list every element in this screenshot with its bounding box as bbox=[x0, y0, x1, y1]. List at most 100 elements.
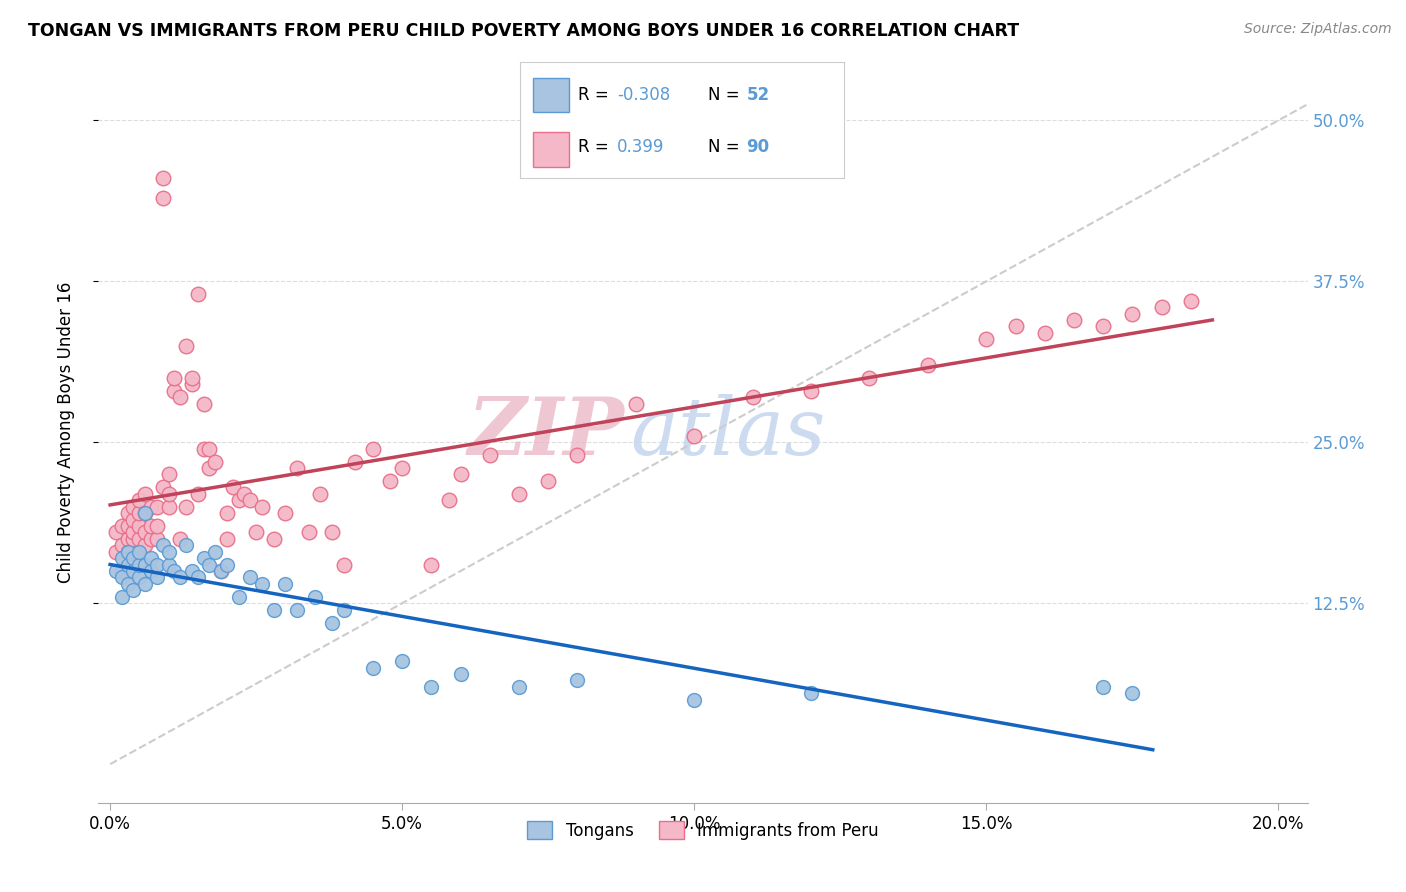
Text: ZIP: ZIP bbox=[468, 394, 624, 471]
Point bbox=[567, 673, 589, 688]
Point bbox=[111, 538, 134, 552]
Point bbox=[420, 558, 443, 572]
Point bbox=[117, 577, 139, 591]
FancyBboxPatch shape bbox=[533, 132, 568, 167]
Point bbox=[1150, 300, 1173, 314]
Point bbox=[187, 287, 209, 301]
Point bbox=[332, 602, 354, 616]
Point bbox=[146, 570, 169, 584]
Point bbox=[215, 532, 238, 546]
Point bbox=[304, 590, 326, 604]
Point bbox=[139, 500, 162, 514]
Point bbox=[157, 558, 180, 572]
Point bbox=[1063, 313, 1085, 327]
Point bbox=[741, 390, 763, 404]
Point bbox=[139, 551, 162, 566]
Point bbox=[380, 474, 402, 488]
Point bbox=[169, 570, 191, 584]
Point bbox=[163, 564, 186, 578]
Point bbox=[134, 506, 156, 520]
Point bbox=[1180, 293, 1202, 308]
Point bbox=[128, 545, 150, 559]
Point bbox=[180, 564, 202, 578]
Text: TONGAN VS IMMIGRANTS FROM PERU CHILD POVERTY AMONG BOYS UNDER 16 CORRELATION CHA: TONGAN VS IMMIGRANTS FROM PERU CHILD POV… bbox=[28, 22, 1019, 40]
Point bbox=[478, 448, 501, 462]
Point bbox=[139, 532, 162, 546]
Point bbox=[917, 358, 939, 372]
Point bbox=[209, 564, 232, 578]
Point bbox=[146, 532, 169, 546]
Point bbox=[104, 525, 127, 540]
Point bbox=[174, 538, 197, 552]
Point bbox=[391, 461, 413, 475]
Point bbox=[128, 570, 150, 584]
Point bbox=[1092, 680, 1115, 694]
Point bbox=[204, 454, 226, 468]
Point bbox=[204, 545, 226, 559]
Point bbox=[122, 583, 145, 598]
Point bbox=[128, 545, 150, 559]
Point bbox=[104, 545, 127, 559]
Point bbox=[174, 500, 197, 514]
Point bbox=[111, 551, 134, 566]
Point bbox=[285, 602, 308, 616]
Point bbox=[180, 377, 202, 392]
Point bbox=[139, 564, 162, 578]
Point bbox=[117, 545, 139, 559]
Point bbox=[209, 564, 232, 578]
Point bbox=[152, 171, 174, 186]
Text: -0.308: -0.308 bbox=[617, 86, 671, 103]
Point bbox=[157, 487, 180, 501]
Text: N =: N = bbox=[707, 86, 745, 103]
Point bbox=[1033, 326, 1056, 340]
Point bbox=[146, 558, 169, 572]
Point bbox=[128, 493, 150, 508]
Text: R =: R = bbox=[578, 138, 620, 156]
Point bbox=[263, 532, 285, 546]
Point bbox=[332, 558, 354, 572]
Point bbox=[174, 339, 197, 353]
Point bbox=[215, 506, 238, 520]
Point bbox=[122, 532, 145, 546]
Point bbox=[117, 545, 139, 559]
Point bbox=[117, 519, 139, 533]
Point bbox=[800, 686, 823, 700]
Point bbox=[683, 693, 706, 707]
Point bbox=[683, 429, 706, 443]
Point bbox=[128, 558, 150, 572]
Point bbox=[152, 191, 174, 205]
Point bbox=[800, 384, 823, 398]
Point bbox=[134, 538, 156, 552]
Point bbox=[450, 467, 472, 482]
Point bbox=[1121, 306, 1143, 320]
Point bbox=[134, 558, 156, 572]
Point bbox=[193, 442, 215, 456]
Text: 90: 90 bbox=[747, 138, 769, 156]
Point bbox=[146, 519, 169, 533]
Point bbox=[146, 500, 169, 514]
Point bbox=[134, 577, 156, 591]
Point bbox=[128, 519, 150, 533]
Point bbox=[361, 442, 384, 456]
Point bbox=[974, 332, 997, 346]
Point bbox=[122, 512, 145, 526]
Point bbox=[128, 506, 150, 520]
Point bbox=[263, 602, 285, 616]
Point bbox=[250, 577, 273, 591]
Text: atlas: atlas bbox=[630, 394, 825, 471]
Point bbox=[117, 506, 139, 520]
Point bbox=[139, 519, 162, 533]
Point bbox=[111, 570, 134, 584]
Point bbox=[117, 532, 139, 546]
Point bbox=[239, 493, 262, 508]
Point bbox=[1121, 686, 1143, 700]
Point bbox=[152, 480, 174, 494]
Point bbox=[344, 454, 367, 468]
Point bbox=[117, 558, 139, 572]
Point bbox=[250, 500, 273, 514]
Point bbox=[198, 558, 221, 572]
Point bbox=[134, 506, 156, 520]
Point bbox=[122, 564, 145, 578]
Point bbox=[198, 461, 221, 475]
Point bbox=[157, 467, 180, 482]
